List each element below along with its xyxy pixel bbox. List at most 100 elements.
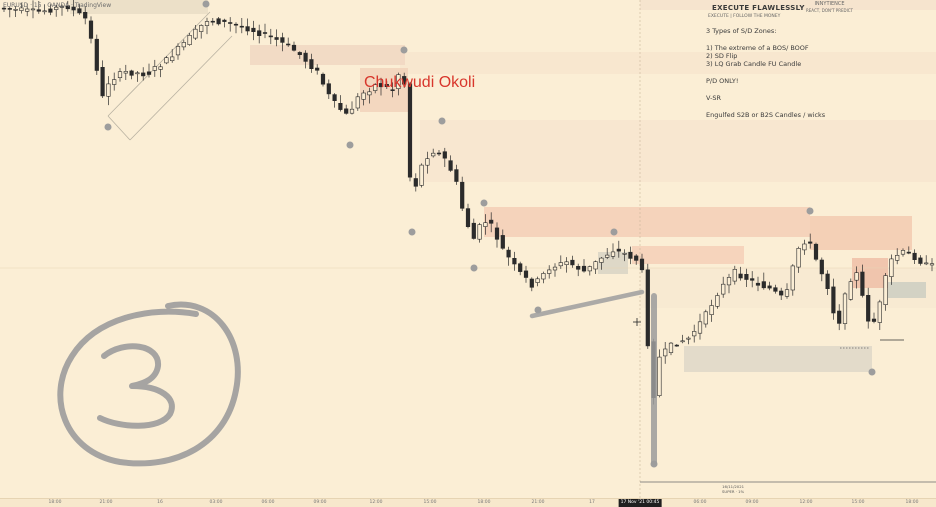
candle [228, 17, 233, 32]
candle [576, 263, 581, 277]
candle [117, 68, 123, 82]
candle [48, 4, 53, 16]
brand-name: INNYTIENCE [814, 1, 845, 7]
candles [1, 0, 935, 405]
candle [396, 72, 401, 96]
candle [349, 101, 355, 115]
candle [373, 83, 378, 94]
candle [813, 242, 819, 262]
candle [309, 53, 314, 73]
swing-marker [868, 368, 876, 376]
candle [686, 336, 691, 345]
candle [402, 72, 407, 88]
symbol-source: TradingView [74, 2, 112, 9]
candle [831, 278, 836, 320]
candle [773, 284, 778, 294]
candle [483, 214, 488, 235]
notes-line [706, 102, 926, 111]
time-tick: 18:00 [48, 500, 62, 505]
candle [605, 248, 610, 260]
candle [639, 253, 645, 273]
candle [738, 266, 743, 281]
swing-marker [202, 0, 210, 8]
supply-zone-right [810, 216, 912, 250]
candle [697, 313, 703, 340]
candle [506, 246, 511, 266]
candle [721, 276, 726, 298]
candle [547, 265, 552, 279]
candle [65, 0, 70, 12]
candle [88, 16, 94, 44]
notes-line [706, 35, 926, 44]
candle [83, 5, 88, 25]
candle [94, 34, 99, 75]
candle [848, 278, 853, 301]
candle [552, 263, 558, 277]
candle [315, 64, 320, 75]
notes-line: 3) LQ Grab Candle FU Candle [706, 60, 802, 68]
candle [274, 29, 279, 47]
swing-marker [534, 306, 542, 314]
candle [216, 17, 221, 26]
candle [599, 257, 604, 270]
candle [500, 229, 505, 250]
notes-lines: 3 Types of S/D Zones: 1) The extreme of a… [706, 27, 926, 119]
candle [419, 163, 424, 188]
candle [866, 287, 871, 329]
handwritten-three-icon [57, 301, 241, 467]
candle [170, 49, 175, 63]
candle [460, 176, 465, 211]
swing-marker [470, 264, 478, 272]
time-tick: 06:00 [261, 500, 275, 505]
candle [912, 249, 917, 264]
candle [152, 59, 157, 77]
candle [564, 257, 569, 273]
candle [657, 349, 662, 398]
range-date: 16/11/2021 [722, 484, 745, 489]
candle [407, 81, 413, 182]
demand-zone-right [888, 282, 926, 298]
notes-line [706, 85, 926, 94]
supply-zone-top [250, 45, 405, 65]
candle [703, 309, 708, 328]
candle [280, 32, 285, 52]
swing-marker [610, 228, 618, 236]
time-axis[interactable]: 18:00 21:00 16 03:00 06:00 09:00 12:00 15:00 18:… [0, 498, 936, 507]
candle [784, 283, 790, 299]
candle [291, 41, 297, 52]
candle [471, 218, 476, 240]
candle [378, 77, 384, 96]
candle [210, 18, 215, 26]
candle [622, 249, 627, 262]
cursor-date-label: 17 Nov '21 00:45 [618, 499, 662, 507]
candle [181, 39, 186, 51]
candle [523, 265, 529, 283]
candle [436, 150, 442, 156]
candle [900, 248, 906, 257]
candle [512, 251, 517, 271]
candle [135, 71, 140, 82]
range-detail: SUPER · 1% [722, 489, 745, 494]
swing-marker [346, 141, 354, 149]
candle [454, 164, 459, 185]
cursor-cross [633, 318, 641, 326]
candle [442, 147, 447, 167]
candle [837, 304, 842, 331]
swing-marker [480, 199, 488, 207]
time-tick: 18:00 [905, 500, 919, 505]
candle [204, 17, 210, 35]
candle [1, 6, 7, 12]
candle [425, 151, 430, 174]
candle [19, 2, 24, 14]
candle [129, 69, 134, 80]
supply-zone-small [632, 246, 744, 264]
candle [355, 93, 360, 111]
candle [262, 23, 268, 39]
brand-slogan: REACT, DON'T PREDICT [806, 8, 854, 13]
candle [36, 1, 41, 14]
candle [825, 270, 830, 295]
candle [715, 292, 720, 309]
candle [465, 203, 471, 229]
candle [692, 324, 697, 343]
